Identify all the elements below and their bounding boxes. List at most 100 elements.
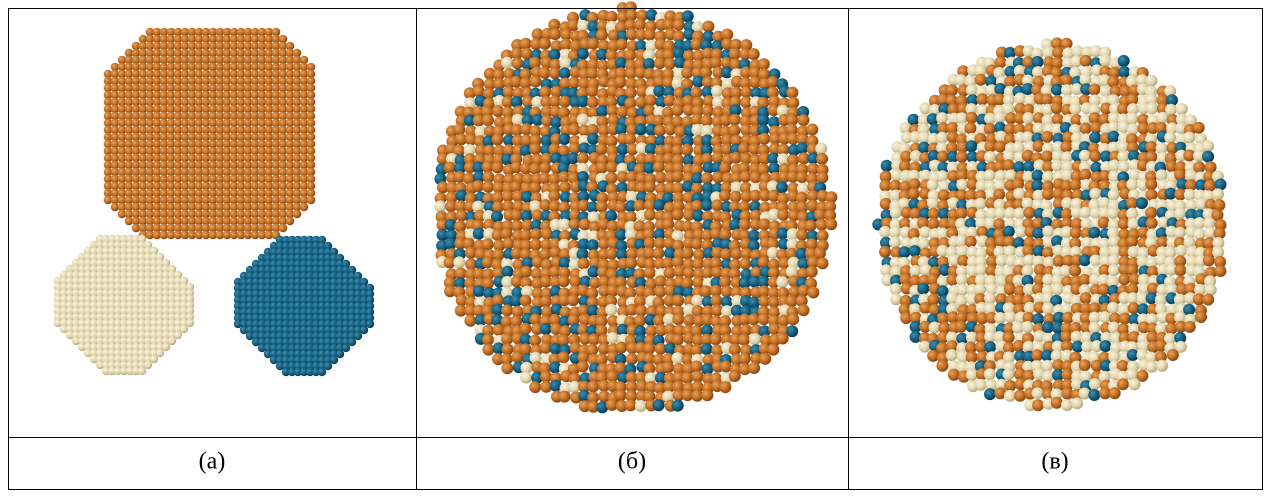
atom [748, 48, 760, 60]
atom [956, 207, 968, 219]
atom [540, 323, 552, 335]
atom [984, 123, 996, 135]
atom [1080, 55, 1092, 67]
atom [1014, 93, 1026, 105]
atom [965, 140, 977, 152]
atom [993, 218, 1005, 230]
atom [1041, 94, 1053, 106]
atom [909, 245, 921, 257]
atom [1042, 226, 1054, 238]
atom [434, 200, 446, 212]
atom [691, 295, 703, 307]
atom [1100, 340, 1112, 352]
atom [946, 349, 958, 361]
atom [1184, 189, 1196, 201]
atom [767, 344, 779, 356]
atom [796, 142, 808, 154]
atom [1089, 188, 1101, 200]
atom [279, 224, 288, 233]
atom [730, 152, 742, 164]
atom [1023, 161, 1035, 173]
atom [816, 153, 828, 165]
atom [168, 337, 176, 345]
atom [739, 258, 751, 270]
atom [796, 229, 808, 241]
atom [162, 343, 170, 351]
atom [606, 11, 618, 23]
atom [530, 76, 542, 88]
atom [936, 112, 948, 124]
atom [1164, 132, 1176, 144]
atom [1042, 302, 1054, 314]
atom [1079, 254, 1091, 266]
atom [644, 181, 656, 193]
atom [1003, 368, 1015, 380]
atom [605, 304, 617, 316]
atom [616, 38, 628, 50]
atom [777, 333, 789, 345]
atom [501, 362, 513, 374]
caption: (в) [1041, 449, 1068, 475]
atom [1195, 311, 1207, 323]
atom [1099, 55, 1111, 67]
atom [634, 200, 646, 212]
atom [293, 210, 302, 219]
atom [1136, 197, 1148, 209]
atom [758, 313, 770, 325]
atom [577, 48, 589, 60]
atom [653, 248, 665, 260]
atom [879, 246, 891, 258]
atom [956, 151, 968, 163]
atom [890, 207, 902, 219]
atom [664, 343, 676, 355]
atom [1032, 387, 1044, 399]
atom [539, 38, 551, 50]
atom [607, 332, 619, 344]
atom [984, 388, 996, 400]
atom [653, 199, 665, 211]
atom [1088, 389, 1100, 401]
atom [1014, 390, 1026, 402]
atom [738, 143, 750, 155]
atom [186, 319, 194, 327]
figure: (а) (б) (в) [0, 0, 1271, 499]
atom [711, 85, 723, 97]
atom [559, 57, 571, 69]
atom [1089, 378, 1101, 390]
atom [691, 361, 703, 373]
atom [1202, 140, 1214, 152]
atom [1118, 66, 1130, 78]
atom [1202, 151, 1214, 163]
atom [606, 161, 618, 173]
atom [739, 353, 751, 365]
atom [336, 350, 344, 358]
atom [577, 114, 589, 126]
atom [1061, 399, 1073, 411]
atom [366, 320, 374, 328]
atom [739, 219, 751, 231]
atom [530, 228, 542, 240]
atom [624, 49, 636, 61]
atom [798, 114, 810, 126]
atom [956, 274, 968, 286]
atom [577, 152, 589, 164]
atom [1156, 169, 1168, 181]
atom [994, 141, 1006, 153]
atom [354, 332, 362, 340]
atom [758, 58, 770, 70]
atom [1146, 75, 1158, 87]
atom [691, 238, 703, 250]
atom [501, 304, 513, 316]
atom [908, 188, 920, 200]
atom [512, 351, 524, 363]
atom [645, 95, 657, 107]
atom [530, 239, 542, 251]
atom [948, 369, 960, 381]
atom [1126, 236, 1138, 248]
atom [758, 133, 770, 145]
atom [1146, 217, 1158, 229]
atom [482, 344, 494, 356]
atom [548, 190, 560, 202]
atom [520, 372, 532, 384]
atom [805, 220, 817, 232]
